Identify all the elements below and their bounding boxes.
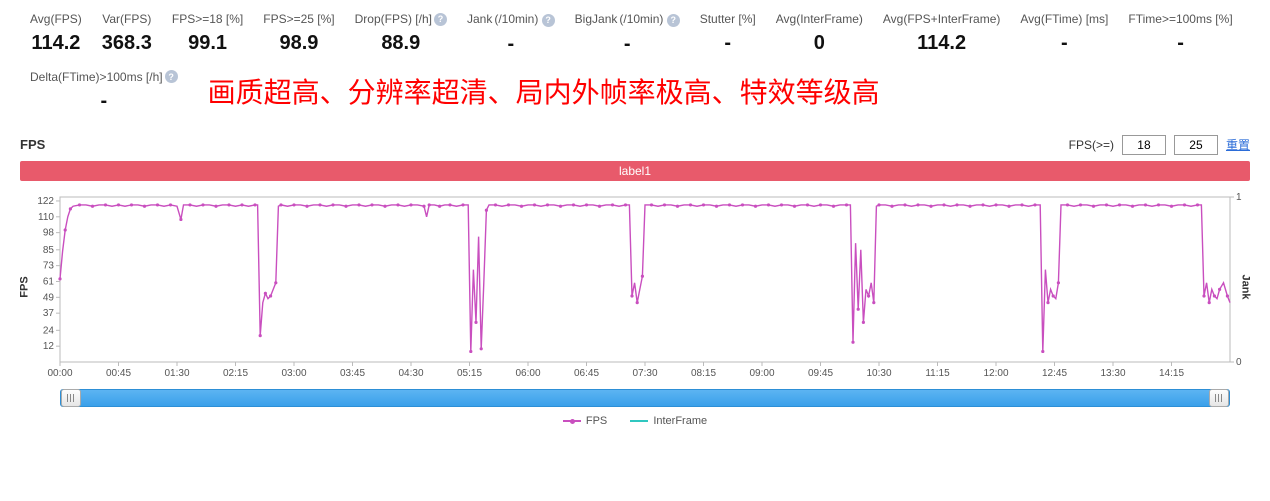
metric-delta-ftime: Delta(FTime)>100ms [/h] ? - xyxy=(20,66,188,117)
metric-value: - xyxy=(575,33,680,56)
annotation-text: 画质超高、分辨率超清、局内外帧率极高、特效等级高 xyxy=(208,71,880,111)
metric-6: BigJank(/10min) ? - xyxy=(565,8,690,60)
metric-label: Avg(FPS) xyxy=(30,12,82,26)
metric-value: 0 xyxy=(776,32,863,55)
metric-label: Jank(/10min) ? xyxy=(467,12,555,27)
metric-label: BigJank(/10min) ? xyxy=(575,12,680,27)
svg-text:02:15: 02:15 xyxy=(223,368,248,379)
chart-header: FPS FPS(>=) 重置 xyxy=(20,135,1250,155)
svg-text:61: 61 xyxy=(43,276,55,287)
metric-value: - xyxy=(467,33,555,56)
svg-text:122: 122 xyxy=(37,195,54,206)
chart-title: FPS xyxy=(20,137,45,152)
svg-text:14:15: 14:15 xyxy=(1159,368,1184,379)
svg-text:12:45: 12:45 xyxy=(1042,368,1067,379)
fps-chart: FPS Jank 12 24 37 49 61 73 85 98 110 122 0 1 00:00 00… xyxy=(20,187,1250,387)
svg-text:03:45: 03:45 xyxy=(340,368,365,379)
chart-label-bar[interactable]: label1 xyxy=(20,161,1250,181)
metric-7: Stutter [%] - xyxy=(690,8,766,60)
svg-text:12: 12 xyxy=(43,341,55,352)
svg-text:12:00: 12:00 xyxy=(983,368,1008,379)
legend-item-fps[interactable]: FPS xyxy=(563,415,607,427)
fps-filter-label: FPS(>=) xyxy=(1069,138,1114,152)
svg-text:1: 1 xyxy=(1236,192,1242,203)
svg-text:00:00: 00:00 xyxy=(47,368,72,379)
svg-text:11:15: 11:15 xyxy=(925,368,950,379)
metric-value: - xyxy=(30,90,178,113)
metric-10: Avg(FTime) [ms] - xyxy=(1010,8,1118,60)
metric-3: FPS>=25 [%] 98.9 xyxy=(253,8,344,60)
svg-text:13:30: 13:30 xyxy=(1100,368,1125,379)
help-icon[interactable]: ? xyxy=(165,70,178,83)
svg-text:24: 24 xyxy=(43,325,55,336)
metric-label: FTime>=100ms [%] xyxy=(1128,12,1232,26)
svg-text:00:45: 00:45 xyxy=(106,368,131,379)
svg-text:08:15: 08:15 xyxy=(691,368,716,379)
metric-value: - xyxy=(700,32,756,55)
svg-text:10:30: 10:30 xyxy=(866,368,891,379)
svg-text:85: 85 xyxy=(43,244,55,255)
metric-label: Drop(FPS) [/h]? xyxy=(355,12,447,26)
metric-value: 88.9 xyxy=(355,32,447,55)
metric-label: Var(FPS) xyxy=(102,12,152,26)
fps-filter-controls: FPS(>=) 重置 xyxy=(1069,135,1250,155)
metric-4: Drop(FPS) [/h]? 88.9 xyxy=(345,8,457,60)
svg-text:07:30: 07:30 xyxy=(632,368,657,379)
fps-threshold-2-input[interactable] xyxy=(1174,135,1218,155)
help-icon[interactable]: ? xyxy=(434,13,447,26)
help-icon[interactable]: ? xyxy=(542,14,555,27)
svg-text:37: 37 xyxy=(43,308,55,319)
metric-5: Jank(/10min) ? - xyxy=(457,8,565,60)
metric-8: Avg(InterFrame) 0 xyxy=(766,8,873,60)
reset-link[interactable]: 重置 xyxy=(1226,136,1250,153)
svg-text:09:45: 09:45 xyxy=(808,368,833,379)
svg-text:05:15: 05:15 xyxy=(457,368,482,379)
chart-legend: FPS InterFrame xyxy=(20,413,1250,427)
metric-label: FPS>=18 [%] xyxy=(172,12,243,26)
metric-value: 368.3 xyxy=(102,32,152,55)
svg-text:04:30: 04:30 xyxy=(398,368,423,379)
metric-value: 98.9 xyxy=(263,32,334,55)
svg-text:06:45: 06:45 xyxy=(574,368,599,379)
svg-text:98: 98 xyxy=(43,227,55,238)
svg-text:0: 0 xyxy=(1236,357,1242,368)
metric-0: Avg(FPS) 114.2 xyxy=(20,8,92,60)
svg-text:73: 73 xyxy=(43,260,55,271)
metric-11: FTime>=100ms [%] - xyxy=(1118,8,1242,60)
fps-threshold-1-input[interactable] xyxy=(1122,135,1166,155)
metric-label: Delta(FTime)>100ms [/h] xyxy=(30,70,163,84)
metric-label: Avg(FTime) [ms] xyxy=(1020,12,1108,26)
metric-label: Avg(InterFrame) xyxy=(776,12,863,26)
svg-text:49: 49 xyxy=(43,292,55,303)
svg-text:03:00: 03:00 xyxy=(281,368,306,379)
y-axis-left-label: FPS xyxy=(19,276,31,297)
svg-text:110: 110 xyxy=(38,211,54,222)
slider-handle-left[interactable] xyxy=(61,389,81,407)
metrics-row: Avg(FPS) 114.2Var(FPS) 368.3FPS>=18 [%] … xyxy=(20,8,1250,60)
svg-text:09:00: 09:00 xyxy=(749,368,774,379)
metric-1: Var(FPS) 368.3 xyxy=(92,8,162,60)
svg-text:01:30: 01:30 xyxy=(164,368,189,379)
metric-9: Avg(FPS+InterFrame) 114.2 xyxy=(873,8,1010,60)
slider-handle-right[interactable] xyxy=(1209,389,1229,407)
legend-item-interframe[interactable]: InterFrame xyxy=(630,415,707,427)
metric-2: FPS>=18 [%] 99.1 xyxy=(162,8,253,60)
metric-value: - xyxy=(1020,32,1108,55)
time-range-slider[interactable] xyxy=(60,389,1230,407)
metric-value: 99.1 xyxy=(172,32,243,55)
metric-value: 114.2 xyxy=(30,32,82,55)
metric-value: 114.2 xyxy=(883,32,1000,55)
y-axis-right-label: Jank xyxy=(1239,274,1251,299)
help-icon[interactable]: ? xyxy=(667,14,680,27)
svg-text:06:00: 06:00 xyxy=(515,368,540,379)
chart-svg: 12 24 37 49 61 73 85 98 110 122 0 1 00:00 00:45 01:30 0… xyxy=(20,187,1250,387)
metrics-row-2: Delta(FTime)>100ms [/h] ? - 画质超高、分辨率超清、局… xyxy=(20,66,1250,117)
metric-label: Stutter [%] xyxy=(700,12,756,26)
metric-label: FPS>=25 [%] xyxy=(263,12,334,26)
metric-label: Avg(FPS+InterFrame) xyxy=(883,12,1000,26)
metric-value: - xyxy=(1128,32,1232,55)
